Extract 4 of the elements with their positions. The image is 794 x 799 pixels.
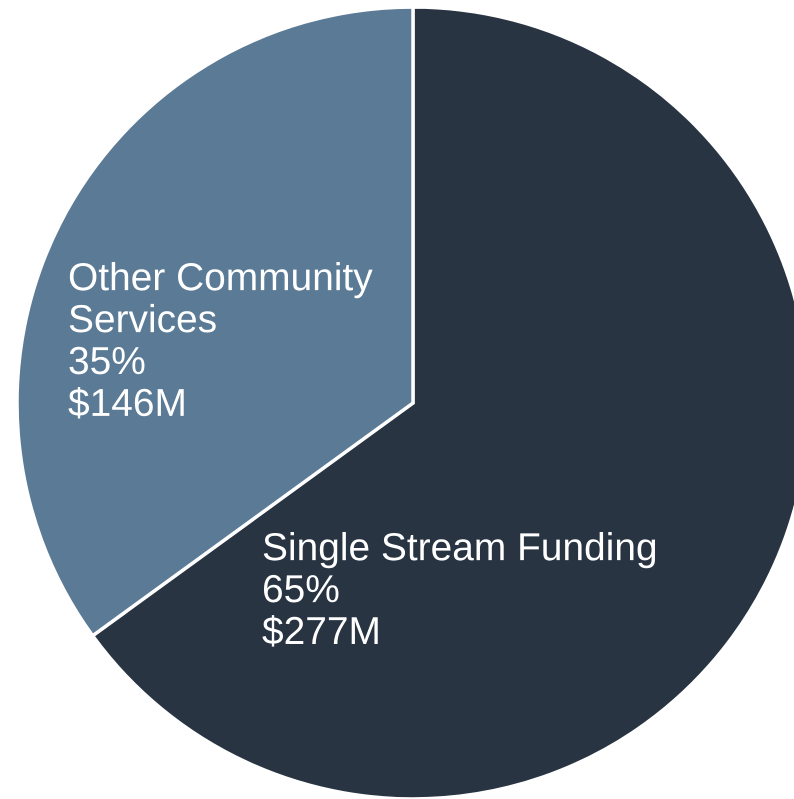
data-label: 65% $277M	[262, 574, 378, 647]
slice-label: Other Community Services	[70, 262, 373, 332]
slice-label: Single Stream Funding	[264, 532, 656, 568]
data-label: 35% $146M	[68, 346, 184, 419]
